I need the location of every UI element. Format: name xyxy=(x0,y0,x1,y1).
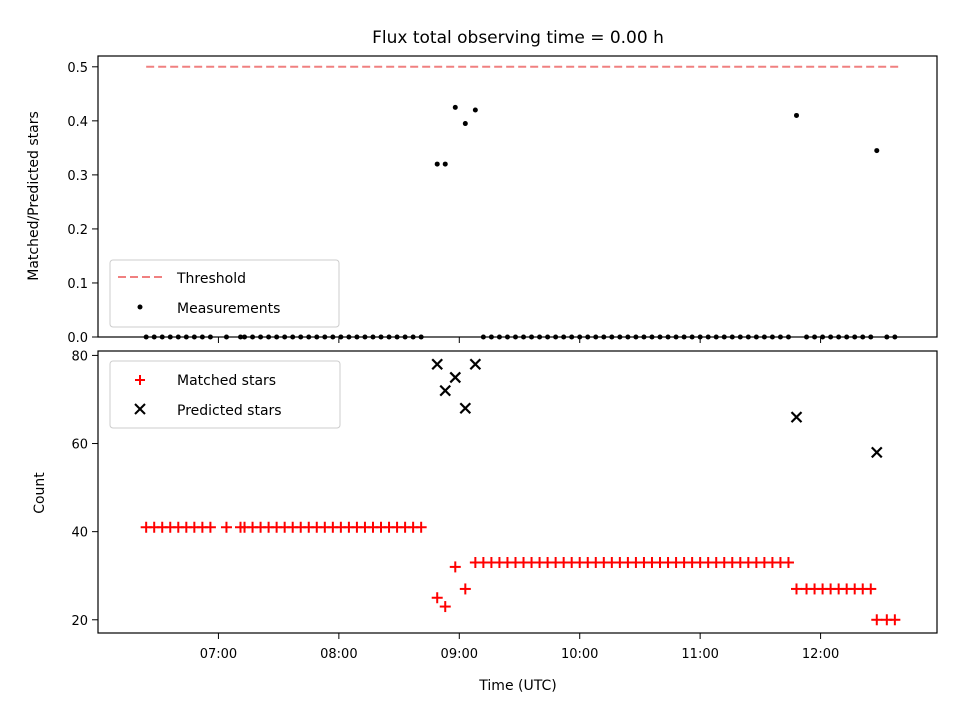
x-axis-label: Time (UTC) xyxy=(478,678,556,694)
matched-star-point xyxy=(431,592,443,604)
matched-star-point xyxy=(871,614,883,626)
legend-threshold-label: Threshold xyxy=(176,271,246,287)
x-tick-label: 07:00 xyxy=(200,647,237,662)
bottom-x-ticks: 07:00 08:00 09:00 10:00 11:00 12:00 xyxy=(200,633,839,662)
predicted-star-point xyxy=(871,446,883,459)
bottom-legend: Matched stars Predicted stars xyxy=(109,360,341,429)
y-tick-label: 80 xyxy=(71,349,88,364)
matched-star-point xyxy=(790,583,802,595)
legend-matched-label: Matched stars xyxy=(177,373,276,389)
x-tick-label: 08:00 xyxy=(320,647,357,662)
legend-predicted-swatch xyxy=(134,403,146,415)
x-tick-label: 09:00 xyxy=(441,647,478,662)
matched-star-point xyxy=(459,583,471,595)
x-tick-label: 11:00 xyxy=(681,647,718,662)
matched-star-point xyxy=(220,521,232,533)
measurement-point xyxy=(472,107,478,113)
predicted-star-point xyxy=(431,358,443,370)
bottom-plot-frame xyxy=(97,350,938,634)
y-tick-label: 60 xyxy=(71,438,88,453)
matched-star-point xyxy=(889,614,901,626)
x-tick-label: 12:00 xyxy=(802,647,839,662)
bottom-legend-box xyxy=(109,360,341,429)
top-y-axis-label: Matched/Predicted stars xyxy=(26,111,42,281)
predicted-star-point xyxy=(469,358,482,370)
predicted-star-point xyxy=(459,402,472,415)
matched-star-point xyxy=(782,557,794,568)
bottom-y-axis-label: Count xyxy=(32,472,48,514)
legend-measurements-label: Measurements xyxy=(177,301,280,317)
y-tick-label: 0.5 xyxy=(67,61,88,76)
y-tick-label: 0.2 xyxy=(67,223,88,238)
matched-star-point xyxy=(449,561,461,573)
top-legend: Threshold Measurements xyxy=(109,259,340,328)
matched-star-point xyxy=(865,583,877,595)
predicted-star-point xyxy=(449,371,462,384)
y-tick-label: 40 xyxy=(71,526,88,541)
matched-star-point xyxy=(415,521,427,533)
top-plot-frame xyxy=(97,55,938,338)
measurement-point xyxy=(462,121,468,127)
matched-star-point xyxy=(439,601,451,613)
top-panel: 0.0 0.1 0.2 0.3 0.4 0.5 Matched/Predicted sta… xyxy=(26,55,938,346)
predicted-star-point xyxy=(439,384,452,397)
y-tick-label: 0.0 xyxy=(67,331,88,346)
y-tick-label: 0.3 xyxy=(67,169,88,184)
matched-star-point xyxy=(204,521,216,533)
y-tick-label: 0.1 xyxy=(67,277,88,292)
x-tick-label: 10:00 xyxy=(561,647,598,662)
measurement-point xyxy=(874,148,880,154)
measurement-point xyxy=(793,112,799,118)
measurement-point xyxy=(442,161,448,167)
y-tick-label: 20 xyxy=(71,614,88,629)
y-tick-label: 0.4 xyxy=(67,115,88,130)
legend-predicted-label: Predicted stars xyxy=(177,403,282,419)
predicted-star-point xyxy=(790,411,803,423)
top-x-ticks xyxy=(217,337,822,343)
chart-title: Flux total observing time = 0.00 h xyxy=(372,28,664,48)
legend-matched-swatch xyxy=(135,375,145,385)
measurement-point xyxy=(434,161,440,167)
count-points xyxy=(140,358,901,626)
measurement-point xyxy=(452,104,458,110)
bottom-y-ticks: 20 40 60 80 xyxy=(71,349,98,629)
top-legend-box xyxy=(109,259,340,328)
top-y-ticks: 0.0 0.1 0.2 0.3 0.4 0.5 xyxy=(67,61,98,346)
legend-measurements-swatch xyxy=(137,304,143,310)
